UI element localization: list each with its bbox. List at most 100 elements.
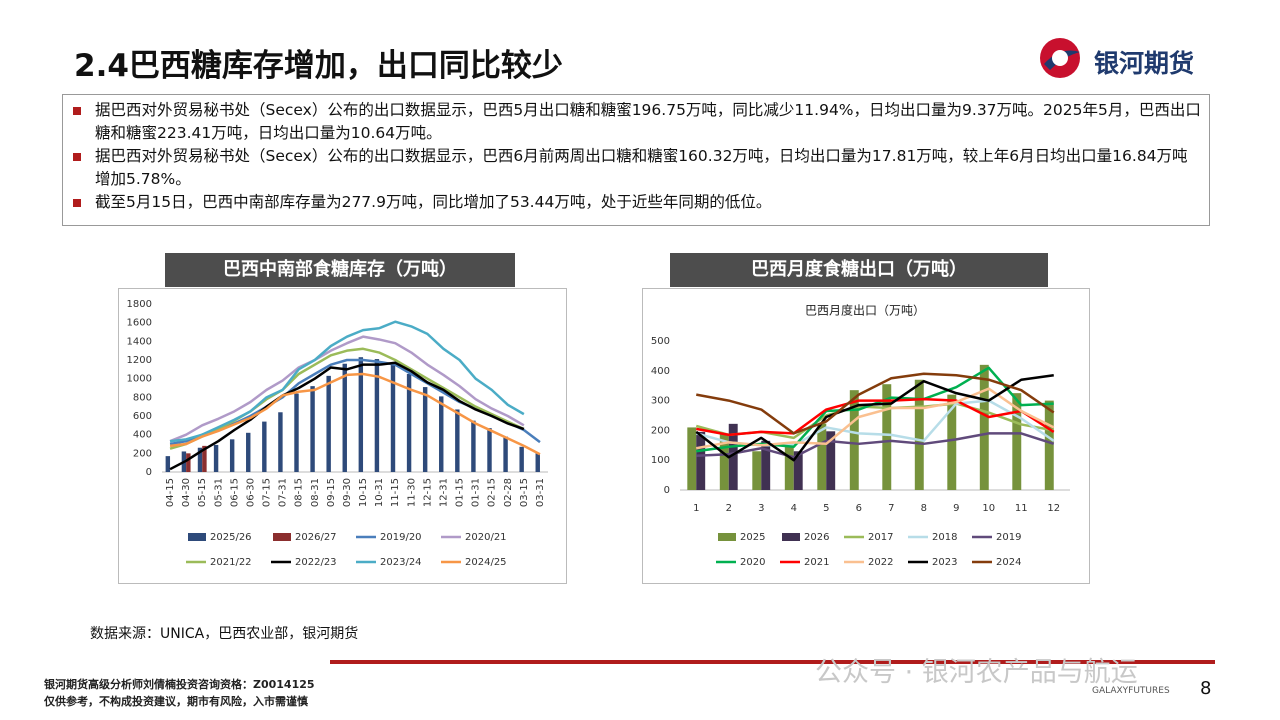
legend-swatch bbox=[718, 533, 736, 541]
bar bbox=[471, 420, 476, 472]
x-tick-label: 09-15 bbox=[326, 478, 337, 507]
x-tick-label: 1 bbox=[693, 503, 699, 514]
bullet: 截至5月15日，巴西中南部库存量为277.9万吨，同比增加了53.44万吨，处于… bbox=[69, 191, 1203, 214]
bullet: 据巴西对外贸易秘书处（Secex）公布的出口数据显示，巴西5月出口糖和糖蜜196… bbox=[69, 99, 1203, 145]
x-tick-label: 10-15 bbox=[358, 478, 369, 507]
x-tick-label: 02-15 bbox=[487, 478, 498, 507]
legend-label: 2019/20 bbox=[380, 532, 422, 543]
y-tick-label: 1000 bbox=[127, 374, 152, 385]
disclaimer-line: 银河期货高级分析师刘倩楠投资咨询资格：Z0014125 bbox=[44, 678, 315, 691]
disclaimer-line: 仅供参考，不构成投资建议，期市有风险，入市需谨慎 bbox=[44, 695, 308, 708]
bar bbox=[752, 451, 762, 490]
legend-label: 2019 bbox=[996, 532, 1021, 543]
bar bbox=[519, 446, 524, 472]
line-series bbox=[169, 358, 541, 446]
bar bbox=[197, 447, 203, 472]
legend-label: 2023/24 bbox=[380, 557, 422, 568]
y-tick-label: 200 bbox=[133, 448, 152, 459]
x-tick-label: 10-31 bbox=[374, 478, 385, 507]
x-tick-label: 11-15 bbox=[390, 478, 401, 507]
y-tick-label: 400 bbox=[651, 366, 670, 377]
bar bbox=[422, 387, 428, 472]
bar bbox=[165, 456, 171, 472]
x-tick-label: 12-31 bbox=[438, 478, 449, 507]
y-tick-label: 400 bbox=[133, 430, 152, 441]
legend-label: 2022/23 bbox=[295, 557, 337, 568]
bar bbox=[406, 374, 412, 472]
bar bbox=[213, 444, 219, 472]
legend-swatch bbox=[188, 533, 206, 541]
x-tick-label: 08-15 bbox=[294, 478, 305, 507]
line-series bbox=[169, 372, 541, 456]
line-series bbox=[695, 374, 1054, 462]
x-tick-label: 06-15 bbox=[229, 478, 240, 507]
bar bbox=[882, 384, 892, 490]
x-tick-label: 05-15 bbox=[197, 478, 208, 507]
y-tick-label: 200 bbox=[651, 425, 670, 436]
chart-frame bbox=[118, 288, 567, 584]
chart-title: 巴西中南部食糖库存（万吨） bbox=[165, 253, 515, 287]
legend-label: 2021/22 bbox=[210, 557, 252, 568]
logo-icon bbox=[1040, 38, 1080, 78]
bar bbox=[390, 363, 396, 472]
bar bbox=[826, 431, 836, 490]
bar bbox=[1044, 400, 1054, 490]
y-tick-label: 0 bbox=[146, 467, 152, 478]
bar bbox=[817, 423, 827, 490]
brand: GALAXYFUTURES bbox=[1092, 686, 1170, 696]
line-series bbox=[696, 432, 1055, 459]
source: 数据来源：UNICA，巴西农业部，银河期货 bbox=[90, 626, 359, 642]
bar bbox=[914, 379, 924, 490]
bar bbox=[687, 427, 697, 490]
y-tick-label: 600 bbox=[133, 411, 152, 422]
bar bbox=[278, 412, 283, 472]
bar bbox=[503, 436, 508, 472]
legend-swatch bbox=[273, 533, 291, 541]
page-title: 2.4巴西糖库存增加，出口同比较少 bbox=[74, 48, 563, 84]
y-tick-label: 1600 bbox=[127, 318, 152, 329]
bar bbox=[229, 439, 235, 472]
line-series bbox=[696, 366, 1054, 453]
x-tick-label: 02-28 bbox=[503, 478, 514, 507]
legend-label: 2022 bbox=[868, 557, 893, 568]
bar bbox=[294, 393, 299, 472]
divider bbox=[330, 660, 1215, 664]
x-tick-label: 12 bbox=[1047, 503, 1060, 514]
legend-label: 2020/21 bbox=[465, 532, 507, 543]
legend-label: 2024/25 bbox=[465, 557, 507, 568]
bar bbox=[439, 396, 444, 472]
x-tick-label: 12-15 bbox=[422, 478, 433, 507]
x-tick-label: 03-31 bbox=[535, 478, 546, 507]
bar bbox=[728, 423, 738, 490]
x-tick-label: 11-30 bbox=[406, 478, 417, 507]
legend-label: 2018 bbox=[932, 532, 957, 543]
line-series bbox=[169, 361, 525, 471]
x-tick-label: 4 bbox=[791, 503, 797, 514]
bar bbox=[262, 421, 267, 472]
y-tick-label: 1400 bbox=[127, 336, 152, 347]
bar bbox=[1012, 393, 1022, 490]
logo-text: 银河期货 bbox=[1094, 49, 1195, 78]
legend-label: 2017 bbox=[868, 532, 893, 543]
bar bbox=[849, 390, 859, 490]
legend-label: 2020 bbox=[740, 557, 765, 568]
page-number: 8 bbox=[1200, 678, 1212, 699]
y-tick-label: 1800 bbox=[127, 299, 152, 310]
bar bbox=[947, 394, 957, 490]
line-series bbox=[169, 320, 525, 443]
bar bbox=[784, 443, 794, 490]
x-tick-label: 05-31 bbox=[213, 478, 224, 507]
bar bbox=[358, 357, 364, 472]
line-series bbox=[169, 335, 525, 443]
x-tick-label: 8 bbox=[921, 503, 927, 514]
bar bbox=[455, 409, 460, 472]
bar bbox=[246, 432, 251, 472]
legend-label: 2021 bbox=[804, 557, 829, 568]
y-tick-label: 800 bbox=[133, 392, 152, 403]
bar bbox=[696, 431, 706, 490]
x-tick-label: 11 bbox=[1015, 503, 1028, 514]
bar bbox=[310, 386, 315, 472]
bar bbox=[719, 433, 729, 490]
